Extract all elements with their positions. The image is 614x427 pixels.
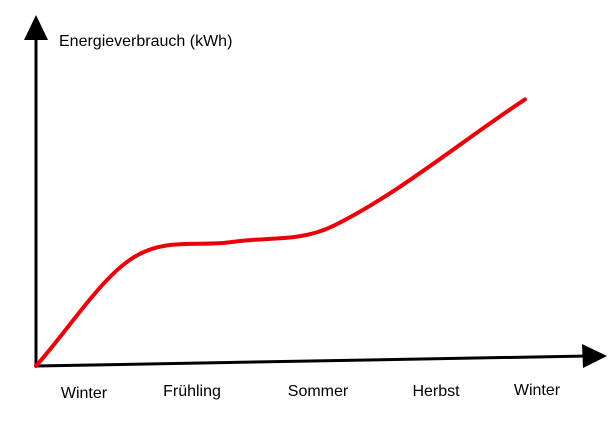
x-tick-label: Winter xyxy=(61,385,108,402)
axes xyxy=(24,15,607,368)
series-layer xyxy=(34,97,527,368)
x-tick-label: Herbst xyxy=(412,383,460,400)
x-tick-label: Frühling xyxy=(163,383,221,400)
x-axis-line xyxy=(35,354,589,368)
y-axis-label: Energieverbrauch (kWh) xyxy=(59,33,232,50)
y-axis-arrowhead xyxy=(24,15,48,40)
x-tick-label: Winter xyxy=(514,382,561,399)
energy-consumption-line xyxy=(34,97,527,368)
x-axis-arrowhead xyxy=(582,344,607,368)
x-tick-labels: Winter Frühling Sommer Herbst Winter xyxy=(61,382,561,402)
x-tick-label: Sommer xyxy=(288,383,349,400)
